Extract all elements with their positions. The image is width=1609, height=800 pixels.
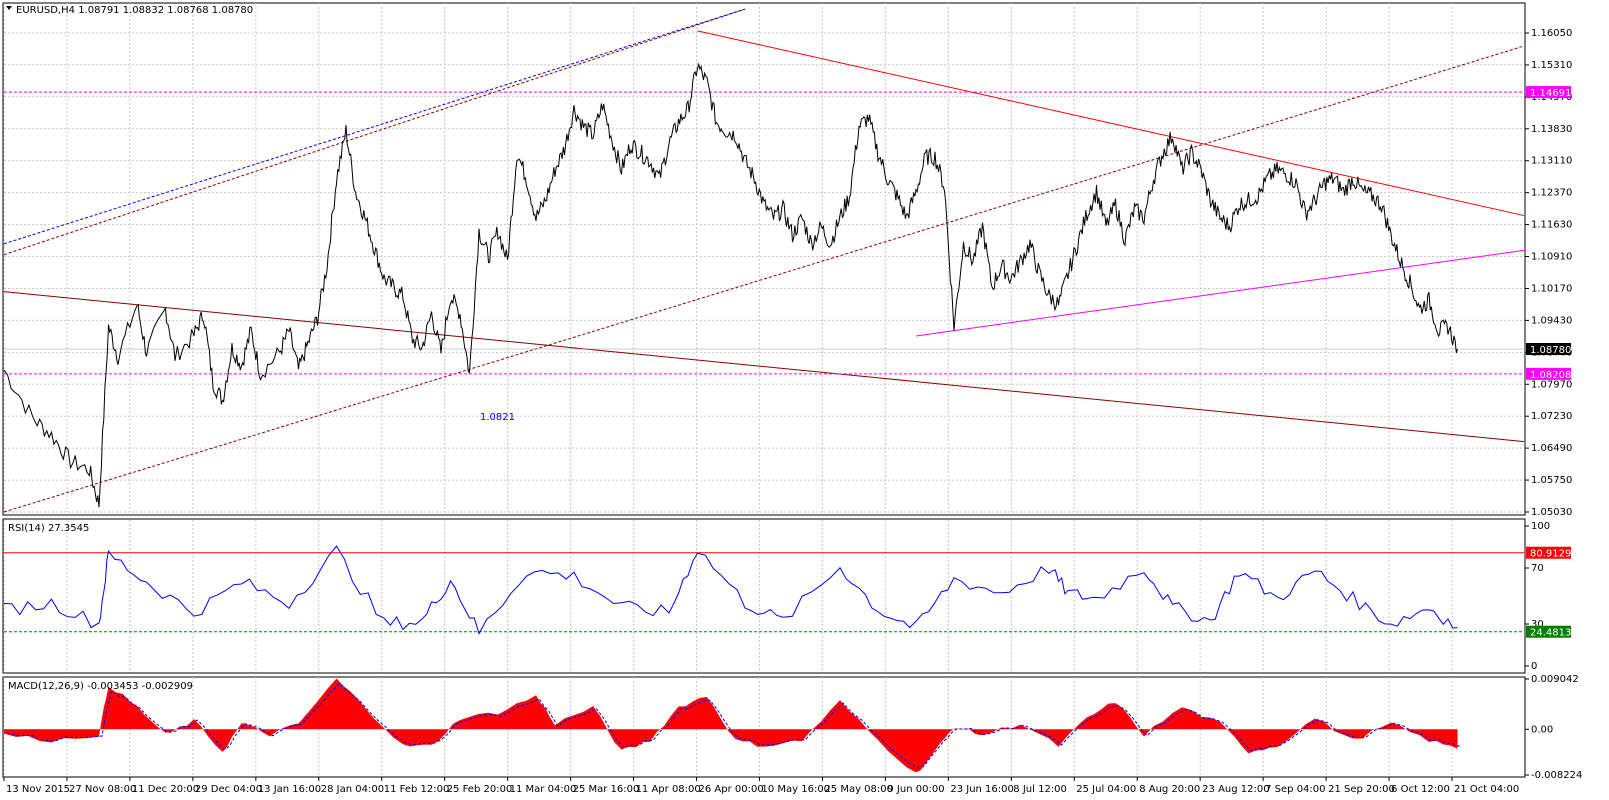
time-tick-label: 27 Nov 08:00 <box>69 784 136 795</box>
macd-signal-line <box>6 682 1461 769</box>
price-tick-label: 1.16050 <box>1531 28 1572 39</box>
macd-panel[interactable] <box>2 676 1526 778</box>
level-badge <box>1526 86 1571 99</box>
rsi-tick-label: 70 <box>1531 563 1544 574</box>
rsi-level-badge <box>1526 625 1571 638</box>
axes: 1.160501.153101.145701.138301.131101.123… <box>3 28 1582 795</box>
level-badge-label: 1.14691 <box>1530 88 1571 99</box>
level-badge-label: 1.08208 <box>1530 370 1571 381</box>
price-tick-label: 1.13830 <box>1531 124 1572 135</box>
macd-tick-label: -0.008224 <box>1531 770 1582 781</box>
rsi-series <box>3 545 1524 635</box>
rsi-tick-label: 100 <box>1531 521 1550 532</box>
price-tick-label: 1.10170 <box>1531 283 1572 294</box>
time-tick-label: 26 Apr 00:00 <box>699 784 764 795</box>
macd-tick-label: 0.009042 <box>1531 674 1579 685</box>
time-tick-label: 7 Sep 04:00 <box>1265 784 1325 795</box>
rsi-tick-label: 30 <box>1531 619 1544 630</box>
level-badge <box>1526 367 1571 380</box>
dropdown-triangle-icon[interactable] <box>6 6 12 10</box>
time-tick-label: 21 Oct 04:00 <box>1454 784 1519 795</box>
time-tick-label: 9 Jun 00:00 <box>887 784 944 795</box>
time-tick-label: 28 Jan 04:00 <box>321 784 384 795</box>
price-tick-label: 1.06490 <box>1531 443 1572 454</box>
price-tick-label: 1.07970 <box>1531 379 1572 390</box>
trendline <box>915 249 1525 337</box>
time-tick-label: 25 Feb 20:00 <box>447 784 513 795</box>
rsi-panel[interactable] <box>2 518 1526 674</box>
price-tick-label: 1.12370 <box>1531 188 1572 199</box>
trendline <box>3 291 1525 443</box>
price-tick-label: 1.09430 <box>1531 315 1572 326</box>
price-tick-label: 1.13110 <box>1531 156 1572 167</box>
time-tick-label: 29 Dec 04:00 <box>195 784 262 795</box>
time-tick-label: 13 Jan 16:00 <box>258 784 321 795</box>
macd-tick-label: 0.00 <box>1531 724 1553 735</box>
rsi-panel-title: RSI(14) 27.3545 <box>8 523 89 534</box>
grid <box>3 3 1524 775</box>
rsi-line <box>3 545 1458 635</box>
time-tick-label: 10 May 16:00 <box>761 784 830 795</box>
trendline <box>3 8 746 245</box>
time-tick-label: 11 Apr 08:00 <box>636 784 701 795</box>
time-tick-label: 21 Sep 20:00 <box>1328 784 1395 795</box>
macd-panel-title: MACD(12,26,9) -0.003453 -0.002909 <box>8 681 193 692</box>
price-line <box>3 62 1458 508</box>
rsi-level-label: 24.4813 <box>1530 628 1571 639</box>
current-price-label: 1.08780 <box>1530 345 1571 356</box>
time-tick-label: 11 Feb 12:00 <box>384 784 450 795</box>
price-panel-title: EURUSD,H4 1.08791 1.08832 1.08768 1.0878… <box>16 5 253 16</box>
price-series <box>3 62 1458 508</box>
rsi-level-label: 80.9129 <box>1530 549 1571 560</box>
time-tick-label: 13 Nov 2015 <box>6 784 70 795</box>
rsi-tick-label: 0 <box>1531 661 1537 672</box>
price-tick-label: 1.07230 <box>1531 411 1572 422</box>
time-tick-label: 25 May 08:00 <box>824 784 893 795</box>
time-tick-label: 11 Dec 20:00 <box>132 784 199 795</box>
rsi-level-badge <box>1526 546 1571 559</box>
current-price-badge <box>1526 343 1571 356</box>
price-tick-label: 1.05750 <box>1531 475 1572 486</box>
trendlines[interactable] <box>3 8 1525 513</box>
time-tick-label: 8 Aug 20:00 <box>1139 784 1200 795</box>
macd-series <box>4 678 1461 773</box>
time-tick-label: 23 Aug 12:00 <box>1202 784 1269 795</box>
price-tick-label: 1.11630 <box>1531 220 1572 231</box>
time-tick-label: 23 Jun 16:00 <box>950 784 1014 795</box>
price-panel[interactable] <box>2 2 1526 516</box>
time-tick-label: 8 Jul 12:00 <box>1013 784 1067 795</box>
price-annotation: 1.0821 <box>480 412 515 423</box>
time-tick-label: 6 Oct 12:00 <box>1391 784 1450 795</box>
trendline <box>697 30 1525 217</box>
trendline <box>3 8 746 256</box>
price-tick-label: 1.15310 <box>1531 60 1572 71</box>
time-tick-label: 25 Jul 04:00 <box>1076 784 1136 795</box>
time-tick-label: 25 Mar 16:00 <box>573 784 640 795</box>
time-tick-label: 11 Mar 04:00 <box>510 784 577 795</box>
price-tick-label: 1.10910 <box>1531 252 1572 263</box>
price-tick-label: 1.05030 <box>1531 507 1572 518</box>
